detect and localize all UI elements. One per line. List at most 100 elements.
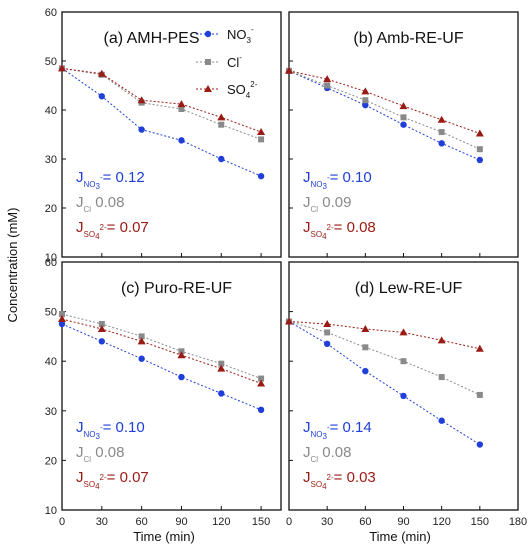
legend-marker	[204, 85, 212, 92]
point-cl	[98, 321, 105, 327]
flux-label-cl: JCl 0.09	[303, 194, 351, 214]
flux-label-cl: JCl 0.08	[303, 444, 351, 464]
point-no3	[400, 121, 407, 128]
point-no3	[178, 137, 185, 144]
flux-label-no3: JNO3-= 0.10	[303, 169, 372, 191]
point-no3	[400, 392, 407, 400]
x-tick-label: 120	[212, 516, 230, 528]
panel-title: (d) Lew-RE-UF	[355, 280, 463, 297]
y-tick-label: 40	[45, 105, 57, 117]
point-no3	[476, 156, 484, 164]
point-no3	[58, 320, 66, 328]
legend-label: SO42-	[227, 80, 258, 100]
point-no3	[476, 441, 484, 448]
panel-3: 0 30 60 90 120 150 180 (d) Lew-RE-UF JNO3-= 0.14…	[285, 261, 527, 528]
x-tick-label: 120	[432, 516, 450, 528]
x-tick-label: 0	[286, 516, 292, 528]
point-so4	[323, 75, 332, 83]
series-line-no3	[288, 321, 481, 445]
series-line-so4	[61, 67, 262, 133]
point-so4	[437, 336, 446, 344]
point-cl	[362, 97, 369, 104]
series-line-no3	[61, 67, 262, 177]
y-tick-label: 20	[45, 455, 57, 467]
point-so4	[137, 337, 146, 345]
panel-frame	[288, 11, 519, 258]
series-line-no3	[61, 323, 262, 411]
series-line-cl	[288, 70, 481, 150]
point-no3	[438, 417, 445, 424]
point-so4	[217, 113, 226, 121]
series-line-cl	[61, 67, 262, 140]
point-so4	[177, 100, 186, 108]
y-tick-label: 50	[45, 307, 57, 319]
point-no3	[438, 140, 445, 147]
point-so4	[285, 317, 293, 325]
panel-frame	[61, 11, 282, 258]
y-tick-label: 60	[45, 7, 57, 19]
y-tick-label: 40	[45, 356, 57, 368]
point-no3	[178, 373, 185, 381]
panel-0: 10 20 30 40 50 60 (a) AMH-PES JNO3-= 0.12 JCl 0.…	[45, 7, 282, 264]
panel-title: (b) Amb-RE-UF	[353, 30, 463, 47]
panel-1: (b) Amb-RE-UF JNO3-= 0.10 JCl 0.09 JSO42-= …	[285, 11, 519, 258]
point-no3	[257, 406, 265, 414]
point-so4	[475, 129, 484, 137]
panels-group: 10 20 30 40 50 60 (a) AMH-PES JNO3-= 0.12 JCl 0.…	[45, 7, 527, 528]
point-so4	[361, 87, 370, 95]
point-no3	[138, 126, 145, 133]
point-so4	[361, 324, 370, 332]
panel-title: (c) Puro-RE-UF	[121, 280, 232, 297]
point-cl	[476, 391, 483, 398]
point-no3	[362, 367, 369, 375]
point-cl	[138, 333, 145, 340]
point-so4	[58, 64, 66, 72]
y-tick-label: 30	[45, 154, 57, 166]
point-so4	[257, 128, 266, 136]
point-cl	[59, 311, 65, 318]
x-tick-label: 30	[96, 516, 108, 528]
point-so4	[399, 102, 408, 110]
y-tick-label: 20	[45, 203, 57, 215]
series-line-cl	[61, 313, 262, 380]
point-cl	[324, 82, 331, 89]
point-cl	[324, 329, 331, 336]
series-line-so4	[61, 318, 262, 384]
point-so4	[97, 324, 106, 332]
legend: NO3- Cl- SO42-	[196, 25, 258, 100]
point-no3	[98, 93, 106, 100]
point-cl	[438, 374, 445, 381]
x-tick-label: 60	[136, 516, 148, 528]
x-tick-label: 90	[175, 516, 187, 528]
flux-label-cl: JCl 0.08	[76, 194, 124, 214]
point-so4	[217, 364, 226, 372]
flux-label-cl: JCl 0.08	[76, 444, 124, 464]
series-line-no3	[288, 70, 481, 161]
point-so4	[323, 320, 332, 327]
series-line-so4	[288, 321, 480, 350]
point-cl	[258, 136, 265, 143]
point-so4	[285, 66, 293, 74]
panel-frame	[61, 261, 282, 511]
x-tick-label: 0	[59, 516, 65, 528]
flux-label-so4: JSO42-= 0.07	[76, 219, 149, 241]
flux-label-so4: JSO42-= 0.07	[76, 469, 149, 491]
x-axis-label-left: Time (min)	[133, 529, 195, 544]
x-tick-label: 60	[359, 516, 371, 528]
panel-frame	[288, 261, 519, 511]
point-so4	[475, 344, 484, 352]
y-tick-label: 50	[45, 56, 57, 68]
point-cl	[362, 344, 369, 351]
point-so4	[97, 69, 106, 77]
point-so4	[257, 379, 266, 387]
point-so4	[58, 315, 66, 323]
flux-label-no3: JNO3-= 0.14	[303, 419, 372, 441]
x-tick-label: 90	[397, 516, 409, 528]
panel-2: 10 20 30 40 50 60 0 30 60 90 120 150 (c) Puro-RE-UF J…	[45, 257, 282, 528]
y-tick-label: 10	[45, 252, 57, 264]
series-line-so4	[288, 70, 481, 134]
point-cl	[400, 114, 407, 121]
point-cl	[438, 129, 445, 136]
point-no3	[257, 172, 265, 180]
